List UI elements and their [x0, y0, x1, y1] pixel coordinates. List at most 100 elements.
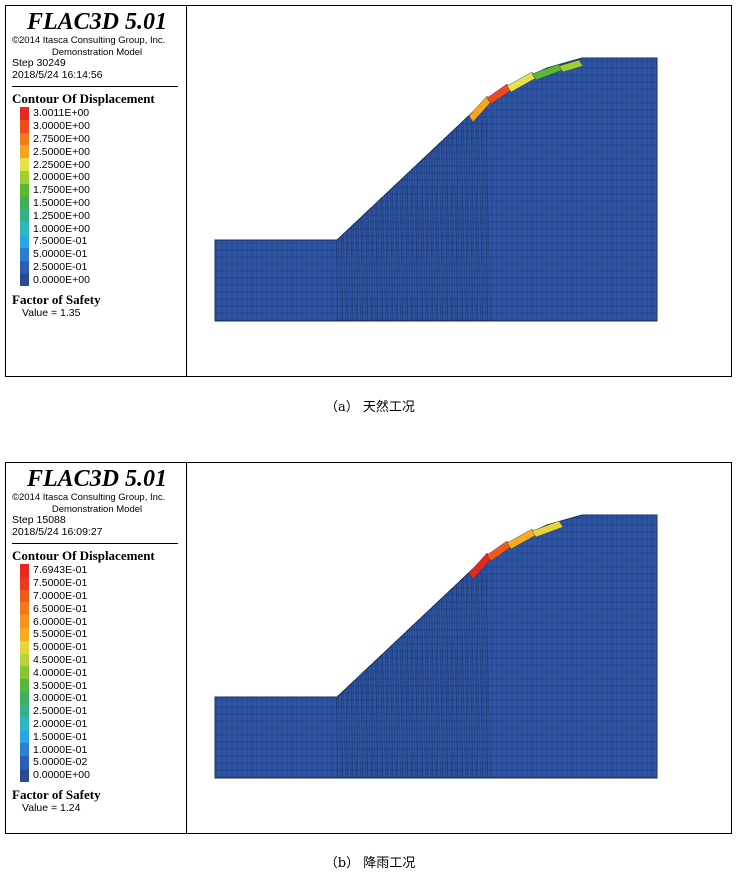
app-title: FLAC3D 5.01	[26, 9, 167, 35]
level-label: 7.5000E-01	[33, 577, 88, 590]
caption-a: （a） 天然工况	[325, 400, 415, 415]
color-swatch	[20, 666, 29, 680]
color-swatch	[20, 679, 29, 692]
level-label: 2.2500E+00	[33, 158, 90, 171]
color-swatch	[20, 273, 29, 287]
result-panel-b: FLAC3D 5.01 ©2014 Itasca Consulting Grou…	[5, 462, 732, 834]
slope-model-b	[214, 514, 658, 779]
level-label: 1.5000E+00	[33, 196, 90, 209]
fos-title: Factor of Safety	[12, 787, 101, 802]
level-label: 6.5000E-01	[33, 602, 88, 615]
level-label: 7.6943E-01	[33, 564, 88, 577]
contour-levels: 7.6943E-01 7.5000E-01 7.0000E-01 6.5000E-01…	[20, 564, 90, 782]
level-label: 0.0000E+00	[33, 769, 90, 782]
color-swatch	[20, 615, 29, 628]
color-swatch	[20, 653, 29, 667]
level-label: 1.0000E+00	[33, 222, 90, 235]
contour-level: 7.0000E-01	[20, 589, 90, 603]
legend-a: FLAC3D 5.01 ©2014 Itasca Consulting Grou…	[6, 6, 187, 376]
color-swatch	[20, 132, 29, 146]
level-label: 4.5000E-01	[33, 653, 88, 666]
step-count: Step 15088	[12, 514, 66, 526]
contour-level: 1.2500E+00	[20, 209, 90, 223]
color-swatch	[20, 119, 29, 133]
contour-level: 5.5000E-01	[20, 627, 90, 641]
model-body	[214, 514, 658, 779]
caption-b: （b） 降雨工况	[324, 856, 416, 871]
copyright: ©2014 Itasca Consulting Group, Inc.	[12, 492, 166, 503]
displacement-zone	[558, 59, 584, 73]
color-swatch	[20, 247, 29, 261]
level-label: 2.7500E+00	[33, 132, 90, 145]
displacement-zone	[531, 520, 564, 538]
level-label: 2.5000E-01	[33, 260, 88, 273]
level-label: 1.5000E-01	[33, 730, 88, 743]
level-label: 1.7500E+00	[33, 184, 90, 197]
contour-level: 7.6943E-01	[20, 564, 90, 577]
color-swatch	[20, 743, 29, 756]
result-panel-a: FLAC3D 5.01 ©2014 Itasca Consulting Grou…	[5, 5, 732, 377]
level-label: 7.5000E-01	[33, 235, 88, 248]
contour-level: 2.5000E+00	[20, 145, 90, 159]
color-swatch	[20, 158, 29, 171]
color-swatch	[20, 589, 29, 603]
contour-level: 3.0000E-01	[20, 691, 90, 705]
color-swatch	[20, 234, 29, 248]
contour-level: 2.0000E-01	[20, 717, 90, 731]
level-label: 0.0000E+00	[33, 273, 90, 286]
model-view-a	[187, 6, 731, 376]
contour-level: 2.5000E-01	[20, 704, 90, 718]
color-swatch	[20, 564, 29, 577]
contour-level: 5.0000E-02	[20, 755, 90, 769]
contour-level: 2.7500E+00	[20, 132, 90, 146]
level-label: 1.0000E-01	[33, 743, 88, 756]
color-swatch	[20, 170, 29, 184]
contour-level: 3.0011E+00	[20, 107, 90, 120]
level-label: 5.5000E-01	[33, 628, 88, 641]
contour-level: 0.0000E+00	[20, 273, 90, 287]
contour-level: 2.2500E+00	[20, 158, 90, 171]
legend-divider	[12, 543, 178, 544]
level-label: 5.0000E-02	[33, 756, 88, 769]
contour-level: 1.7500E+00	[20, 183, 90, 197]
contour-title: Contour Of Displacement	[12, 548, 155, 563]
color-swatch	[20, 602, 29, 616]
contour-level: 1.5000E-01	[20, 730, 90, 744]
color-swatch	[20, 576, 29, 590]
contour-title: Contour Of Displacement	[12, 91, 155, 106]
level-label: 4.0000E-01	[33, 666, 88, 679]
color-swatch	[20, 209, 29, 223]
timestamp: 2018/5/24 16:09:27	[12, 526, 103, 538]
level-label: 2.5000E+00	[33, 145, 90, 158]
color-swatch	[20, 691, 29, 705]
contour-levels: 3.0011E+00 3.0000E+00 2.7500E+00 2.5000E+00…	[20, 107, 90, 287]
level-label: 2.5000E-01	[33, 705, 88, 718]
step-count: Step 30249	[12, 57, 66, 69]
color-swatch	[20, 640, 29, 654]
level-label: 3.0011E+00	[33, 107, 90, 120]
model-name: Demonstration Model	[51, 504, 143, 515]
contour-level: 1.0000E-01	[20, 743, 90, 756]
color-swatch	[20, 768, 29, 782]
contour-level: 1.5000E+00	[20, 196, 90, 210]
level-label: 5.0000E-01	[33, 248, 88, 261]
level-label: 3.0000E+00	[33, 120, 90, 133]
fos-value: Value = 1.35	[22, 307, 81, 319]
contour-level: 7.5000E-01	[20, 234, 90, 248]
model-body	[214, 57, 658, 322]
contour-level: 4.0000E-01	[20, 666, 90, 680]
color-swatch	[20, 196, 29, 210]
level-label: 7.0000E-01	[33, 589, 88, 602]
color-swatch	[20, 704, 29, 718]
contour-level: 3.5000E-01	[20, 679, 90, 692]
contour-level: 2.0000E+00	[20, 170, 90, 184]
color-swatch	[20, 107, 29, 120]
contour-level: 3.0000E+00	[20, 119, 90, 133]
level-label: 2.0000E-01	[33, 717, 88, 730]
level-label: 6.0000E-01	[33, 615, 88, 628]
contour-level: 7.5000E-01	[20, 576, 90, 590]
color-swatch	[20, 717, 29, 731]
level-label: 2.0000E+00	[33, 171, 90, 184]
level-label: 5.0000E-01	[33, 641, 88, 654]
contour-level: 4.5000E-01	[20, 653, 90, 667]
